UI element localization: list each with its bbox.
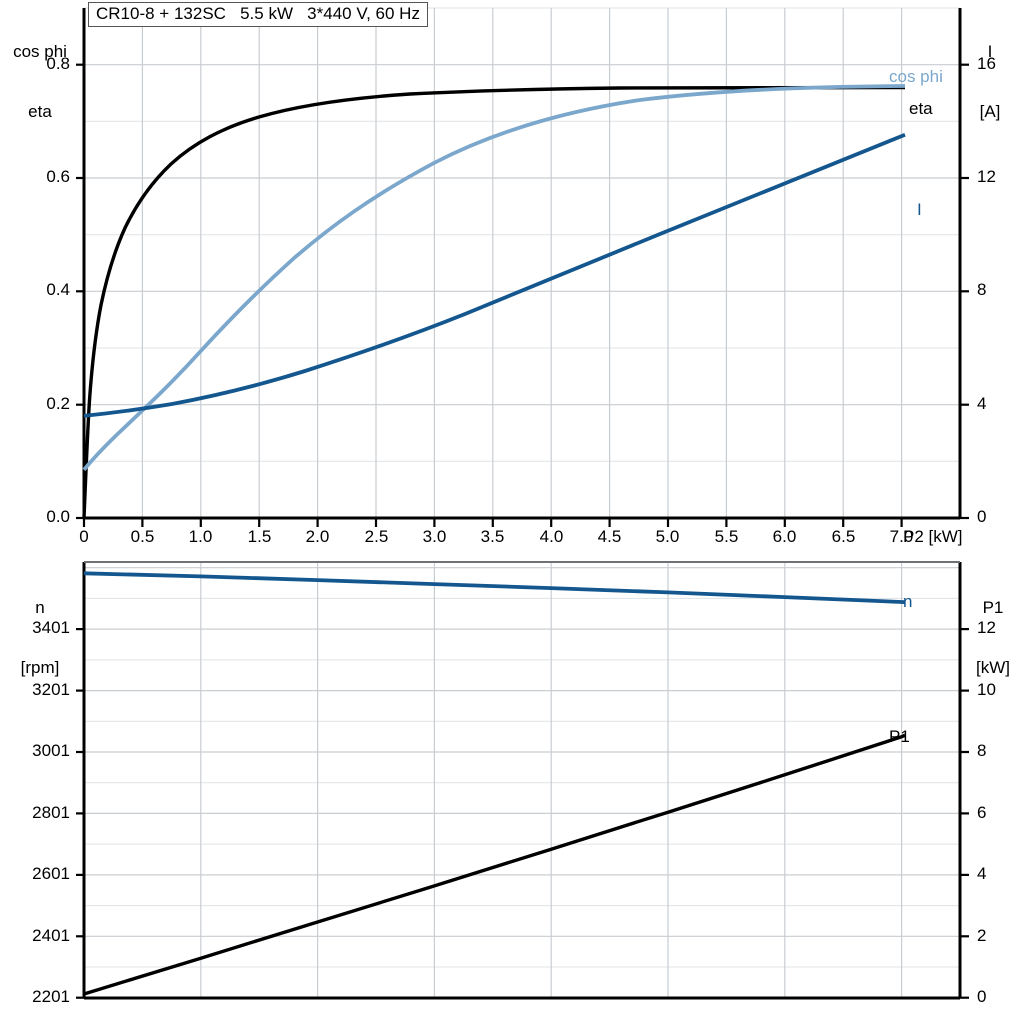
curve-eta [82,85,906,519]
bottom-right-axis-title: P1 [kW] [962,558,1024,718]
top-x-tick-label: 7.0 [889,527,914,546]
bottom-left-axis-title-line1: n [35,598,45,617]
top-right-tick-label: 0 [977,507,987,526]
top-right-axis-title-line2: [A] [979,102,1001,121]
chart-title: CR10-8 + 132SC 5.5 kW 3*440 V, 60 Hz [88,2,428,27]
bottom-right-axis-title-line1: P1 [982,598,1004,617]
top-axis-lines [82,8,962,520]
curve-speed [83,571,906,605]
top-x-tick-label: 4.5 [597,527,622,546]
top-gridlines-v [141,8,903,518]
top-left-axis-title: cos phi eta [0,2,80,162]
top-right-axis-title: I [A] [962,2,1018,162]
bottom-right-tick-label: 8 [977,741,987,760]
top-x-tick-label: 0 [79,527,89,546]
top-left-axis-title-line2: eta [28,102,52,121]
bottom-right-tick-label: 12 [977,618,996,637]
curve-current [83,132,906,418]
top-chart-canvas [76,7,969,527]
bottom-right-tick-label: 2 [977,926,987,945]
top-x-tick-label: 1.0 [188,527,213,546]
top-left-tick-label: 0.6 [46,167,70,186]
top-chart: CR10-8 + 132SC 5.5 kW 3*440 V, 60 Hz cos… [0,2,1018,546]
bottom-right-tick-label: 4 [977,864,987,883]
curve-label-eta: eta [909,99,933,118]
top-x-axis-title: P2 [kW] [903,527,963,546]
top-x-tick-label: 2.0 [305,527,330,546]
top-x-tick-label: 2.5 [364,527,389,546]
bottom-left-tick-label: 2201 [32,987,70,1006]
bottom-chart-canvas [76,561,969,1000]
top-x-tick-label: 5.5 [714,527,739,546]
bottom-gridlines-v [200,562,903,998]
curve-label-speed: n [903,592,913,611]
bottom-left-tick-label: 2401 [32,926,70,945]
top-left-tick-label: 0.0 [46,507,70,526]
top-x-tick-label: 3.5 [480,527,505,546]
top-right-tick-label: 16 [977,54,996,73]
bottom-left-tick-label: 3001 [32,741,70,760]
bottom-left-tick-label: 2801 [32,803,70,822]
bottom-right-tick-label: 0 [977,987,987,1006]
curve-label-power: P1 [889,727,910,746]
top-left-tick-label: 0.2 [46,394,70,413]
bottom-right-tick-label: 6 [977,803,987,822]
bottom-right-tick-label: 10 [977,680,996,699]
top-x-tick-label: 3.0 [422,527,447,546]
top-x-tick-label: 1.5 [247,527,272,546]
bottom-axis-lines [82,561,962,1000]
top-right-axis-title-line1: I [987,42,993,61]
top-left-tick-label: 0.8 [46,54,70,73]
bottom-left-tick-label: 3401 [32,618,70,637]
curve-label-current: I [917,200,922,219]
top-x-tick-label: 0.5 [130,527,155,546]
top-left-ticks [76,63,84,520]
bottom-chart: n [rpm] P1 [kW] 2201 2401 2601 2801 3001… [0,552,1024,1024]
bottom-left-ticks [76,627,84,999]
top-x-ticks [82,518,903,527]
top-left-tick-label: 0.4 [46,280,70,299]
top-x-tick-label: 6.0 [772,527,797,546]
bottom-right-ticks [960,627,969,999]
bottom-left-tick-label: 2601 [32,864,70,883]
bottom-left-axis-title-line2: [rpm] [20,658,60,677]
bottom-left-axis-title: n [rpm] [0,558,80,718]
top-x-tick-label: 5.0 [655,527,680,546]
top-left-axis-title-line1: cos phi [13,42,67,61]
top-x-tick-label: 6.5 [831,527,856,546]
top-right-tick-label: 8 [977,280,987,299]
bottom-left-tick-label: 3201 [32,680,70,699]
top-right-tick-label: 12 [977,167,996,186]
curve-cos-phi [82,84,906,471]
curve-label-cos-phi: cos phi [889,67,943,86]
top-right-tick-label: 4 [977,394,987,413]
top-right-ticks [960,63,969,520]
bottom-right-axis-title-line2: [kW] [976,658,1010,677]
bottom-minor-gridlines-h [84,597,960,968]
top-x-tick-label: 4.0 [539,527,564,546]
curve-power [83,733,906,996]
